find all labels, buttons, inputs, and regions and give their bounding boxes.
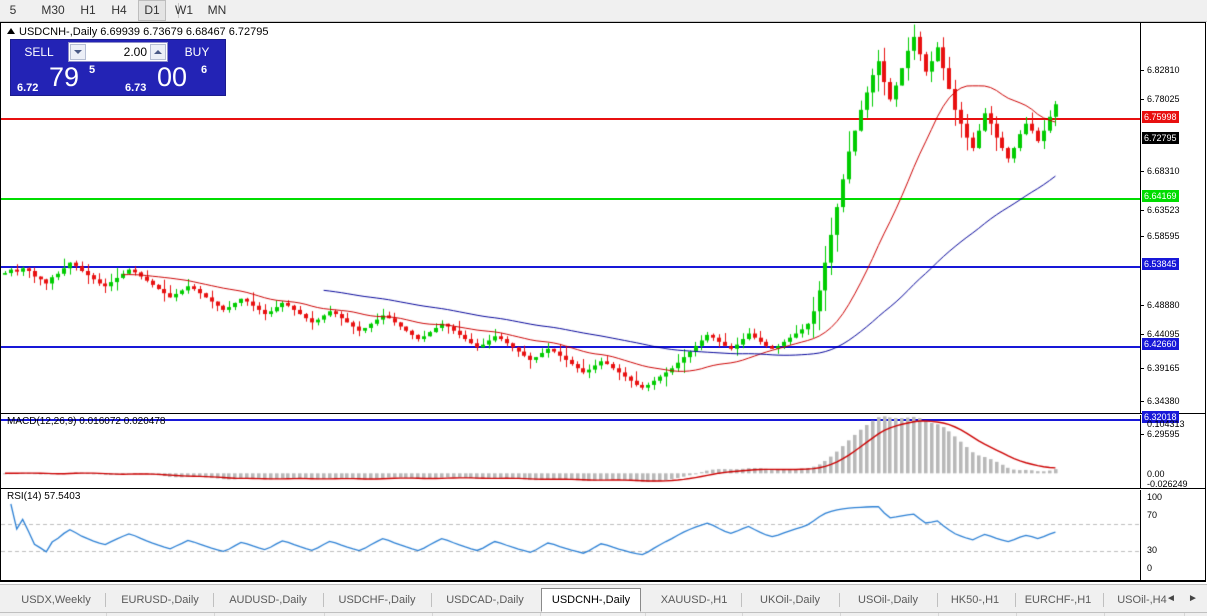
macd-header: MACD(12,26,9) 0.016072 0.020478 [7,416,166,427]
price-label: 6.58595 [1147,231,1180,241]
price-label: 6.68310 [1147,166,1180,176]
tab-divider [1015,593,1016,607]
price-label: 6.39165 [1147,363,1180,373]
timeframe-button-m30[interactable]: M30 [41,3,65,17]
rsi-scale-label: 100 [1147,492,1163,502]
sell-price-button[interactable]: 6.72 79 5 [13,62,118,95]
one-click-trading-panel[interactable]: SELL BUY 2.00 6.72 79 5 6.73 00 6 [10,39,226,96]
price-tick [1141,368,1144,369]
buy-price-sup: 6 [201,64,208,76]
tab-divider [937,593,938,607]
rsi-canvas[interactable] [1,490,1140,581]
volume-stepper[interactable]: 2.00 [68,42,168,62]
price-badge: 6.32018 [1142,411,1179,423]
chart-tab-xauusd-h1[interactable]: XAUUSD-,H1 [660,594,728,606]
buy-label: BUY [184,45,210,59]
macd-scale-label: 0.00 [1147,469,1165,479]
macd-scale-label: 0.104313 [1147,419,1185,429]
macd-scale-label: -0.026249 [1147,479,1188,489]
timeframe-toolbar: 5 M30 H1 H4 D1 W1 MN [0,0,1207,22]
sell-label: SELL [24,45,54,59]
price-tick [1141,210,1144,211]
chevron-up-icon [154,50,162,54]
macd-axis-divider [1140,415,1141,488]
volume-value[interactable]: 2.00 [123,45,147,59]
buy-price-big: 00 [157,62,188,92]
rsi-scale-label: 70 [1147,510,1158,520]
sell-price-prefix: 6.72 [17,82,39,94]
tab-divider [741,593,742,607]
price-label: 6.63523 [1147,205,1180,215]
rsi-panel-separator [1,488,1205,489]
price-label: 6.82810 [1147,65,1180,75]
chart-tab-audusd-daily[interactable]: AUDUSD-,Daily [229,594,307,606]
timeframe-button-h4[interactable]: H4 [111,3,127,17]
buy-price-prefix: 6.73 [125,82,147,94]
tab-divider [431,593,432,607]
tab-bar-separator [0,612,1207,613]
price-badge: 6.75998 [1142,111,1179,123]
chart-tab-hk50-h1[interactable]: HK50-,H1 [950,594,1000,606]
tab-divider [105,593,106,607]
price-tick [1141,434,1144,435]
price-label: 6.48880 [1147,300,1180,310]
chart-tab-usdcad-daily[interactable]: USDCAD-,Daily [446,594,524,606]
tab-divider [1103,593,1104,607]
chart-tab-ukoil-daily[interactable]: UKOil-,Daily [760,594,820,606]
timeframe-button-h1[interactable]: H1 [80,3,96,17]
chart-tab-usdchf-daily[interactable]: USDCHF-,Daily [338,594,416,606]
chart-tab-usdcnh-daily[interactable]: USDCNH-,Daily [541,588,641,612]
price-badge: 6.72795 [1142,132,1179,144]
price-badge: 6.42660 [1142,338,1179,350]
rsi-header: RSI(14) 57.5403 [7,491,81,502]
price-label: 6.78025 [1147,94,1180,104]
tab-scroll-right-icon[interactable]: ► [1188,593,1198,604]
price-tick [1141,236,1144,237]
chart-tab-bar[interactable]: USDX,Weekly EURUSD-,Daily AUDUSD-,Daily USD… [0,584,1207,616]
price-badge: 6.64169 [1142,190,1179,202]
price-tick [1141,305,1144,306]
price-badge: 6.53845 [1142,258,1179,270]
price-label: 6.34380 [1147,396,1180,406]
sell-price-sup: 5 [89,64,96,76]
price-tick [1141,401,1144,402]
chart-tab-eurusd-daily[interactable]: EURUSD-,Daily [121,594,199,606]
volume-decrease-button[interactable] [70,44,86,60]
price-tick [1141,99,1144,100]
price-axis-divider [1140,23,1141,414]
tab-scroll-left-icon[interactable]: ◄ [1166,593,1176,604]
chart-frame[interactable]: USDCNH-,Daily 6.69939 6.73679 6.68467 6.… [0,22,1206,596]
chevron-down-icon [74,50,82,54]
tab-divider [323,593,324,607]
chart-tab-usoil-h4[interactable]: USOil-,H4 [1117,594,1167,606]
price-tick [1141,70,1144,71]
timeframe-button-d1[interactable]: D1 [138,0,166,21]
price-tick [1141,171,1144,172]
rsi-axis-divider [1140,490,1141,581]
tab-divider [839,593,840,607]
chart-tab-usdx-weekly[interactable]: USDX,Weekly [21,594,91,606]
timeframe-button-w1[interactable]: W1 [175,3,193,17]
macd-panel-separator [1,413,1205,414]
chart-tab-eurchf-h1[interactable]: EURCHF-,H1 [1024,594,1092,606]
tab-divider [213,593,214,607]
chart-tab-usoil-daily[interactable]: USOil-,Daily [858,594,918,606]
sell-price-big: 79 [49,62,80,92]
price-label: 6.44095 [1147,329,1180,339]
volume-increase-button[interactable] [150,44,166,60]
rsi-scale-label: 0 [1147,563,1153,573]
price-tick [1141,334,1144,335]
timeframe-button-5[interactable]: 5 [9,3,17,17]
rsi-scale-label: 30 [1147,545,1158,555]
toolbar-divider [178,3,179,18]
buy-price-button[interactable]: 6.73 00 6 [121,62,225,95]
price-label: 6.29595 [1147,429,1180,439]
macd-canvas[interactable] [1,415,1140,488]
timeframe-button-mn[interactable]: MN [207,3,227,17]
